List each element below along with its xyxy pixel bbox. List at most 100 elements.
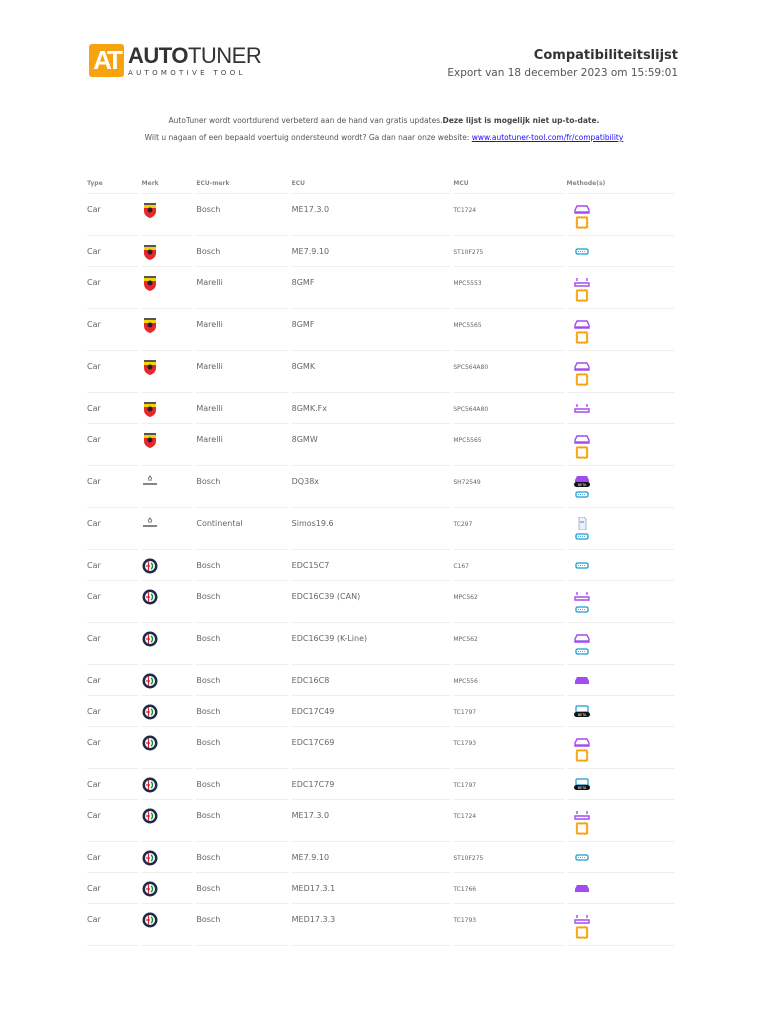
brand-logo-cell <box>141 424 194 466</box>
mcu-cell: MPC562 <box>453 581 564 623</box>
type-cell: Car <box>87 393 139 424</box>
methods-cell <box>566 424 674 466</box>
table-row: Car Marelli 8GMF MPC5565 <box>87 309 674 351</box>
brand-logo-cell <box>141 581 194 623</box>
mcu-cell: ST10F275 <box>453 236 564 267</box>
compatibility-table: Type Merk ECU-merk ECU MCU Methode(s) Car Bosc… <box>84 173 677 946</box>
mcu-cell: SH72549 <box>453 466 564 508</box>
ecu-brand-cell: Bosch <box>196 842 289 873</box>
ecu-cell: EDC17C79 <box>291 769 451 800</box>
ecu-brand-cell: Bosch <box>196 623 289 665</box>
autotuner-logo: AT AUTOTUNER AUTOMOTIVE TOOL <box>89 42 262 77</box>
mcu-cell: SPC564A80 <box>453 351 564 393</box>
bench-open-method-icon <box>573 402 591 415</box>
boot-method-icon <box>573 822 591 835</box>
table-row: Car Bosch EDC17C79 TC1797 BETA <box>87 769 674 800</box>
brand-logo-cell <box>141 309 194 351</box>
table-row: Car Bosch MED17.3.1 TC1766 <box>87 873 674 904</box>
table-row: Car Continental Simos19.6 TC297 <box>87 508 674 550</box>
ecu-brand-cell: Bosch <box>196 800 289 842</box>
logo-mark: AT <box>89 44 124 77</box>
alfa-romeo-logo-icon <box>142 881 158 897</box>
methods-cell <box>566 873 674 904</box>
boot-method-icon <box>573 331 591 344</box>
bench-method-icon <box>573 360 591 373</box>
ecu-brand-cell: Bosch <box>196 194 289 236</box>
ecu-cell: EDC16C8 <box>291 665 451 696</box>
methods-cell <box>566 904 674 946</box>
table-row: Car Bosch EDC16C39 (K-Line) MPC562 <box>87 623 674 665</box>
bench-method-icon <box>573 318 591 331</box>
mcu-cell: MPC5553 <box>453 267 564 309</box>
ecu-brand-cell: Bosch <box>196 550 289 581</box>
obd-beta-method-icon: BETA <box>573 705 591 718</box>
brand-logo-cell <box>141 236 194 267</box>
methods-cell <box>566 623 674 665</box>
alfa-romeo-logo-icon <box>142 704 158 720</box>
ecu-cell: ME7.9.10 <box>291 236 451 267</box>
ecu-brand-cell: Marelli <box>196 267 289 309</box>
methods-cell <box>566 665 674 696</box>
export-timestamp: Export van 18 december 2023 om 15:59:01 <box>447 67 678 79</box>
file-method-icon <box>573 516 591 531</box>
brand-logo-cell <box>141 267 194 309</box>
type-cell: Car <box>87 236 139 267</box>
website-notice: Wilt u nagaan of een bepaald voertuig on… <box>144 133 624 142</box>
page-title: Compatibiliteitslijst <box>533 48 678 63</box>
bench-open-method-icon <box>573 590 591 603</box>
type-cell: Car <box>87 351 139 393</box>
type-cell: Car <box>87 194 139 236</box>
methods-cell <box>566 267 674 309</box>
methods-cell: BETA <box>566 466 674 508</box>
table-row: Car Bosch MED17.3.3 TC1793 <box>87 904 674 946</box>
alfa-romeo-logo-icon <box>142 912 158 928</box>
ecu-cell: EDC17C69 <box>291 727 451 769</box>
type-cell: Car <box>87 842 139 873</box>
bench-filled-method-icon <box>573 674 591 687</box>
type-cell: Car <box>87 904 139 946</box>
column-header-brand: Merk <box>141 173 194 194</box>
mcu-cell: SPC564A80 <box>453 393 564 424</box>
brand-logo-cell <box>141 194 194 236</box>
ecu-brand-cell: Continental <box>196 508 289 550</box>
ecu-cell: ME7.9.10 <box>291 842 451 873</box>
column-header-type: Type <box>87 173 139 194</box>
alfa-romeo-logo-icon <box>142 735 158 751</box>
table-row: Car Bosch EDC16C39 (CAN) MPC562 <box>87 581 674 623</box>
bench-method-icon <box>573 433 591 446</box>
brand-logo-cell <box>141 665 194 696</box>
ecu-cell: Simos19.6 <box>291 508 451 550</box>
brand-logo-cell <box>141 727 194 769</box>
svg-text:BETA: BETA <box>577 483 586 487</box>
brand-logo-cell <box>141 769 194 800</box>
ecu-brand-cell: Bosch <box>196 696 289 727</box>
table-row: Car Bosch EDC15C7 C167 <box>87 550 674 581</box>
mcu-cell: TC1766 <box>453 873 564 904</box>
compatibility-link[interactable]: www.autotuner-tool.com/fr/compatibility <box>471 133 624 142</box>
mcu-cell: MPC562 <box>453 623 564 665</box>
mcu-cell: MPC556 <box>453 665 564 696</box>
ecu-cell: ME17.3.0 <box>291 194 451 236</box>
ecu-cell: 8GMK <box>291 351 451 393</box>
acura-logo-icon <box>142 474 158 490</box>
methods-cell <box>566 393 674 424</box>
boot-method-icon <box>573 216 591 229</box>
brand-logo-cell <box>141 623 194 665</box>
ecu-brand-cell: Bosch <box>196 873 289 904</box>
ecu-cell: 8GMF <box>291 309 451 351</box>
boot-method-icon <box>573 926 591 939</box>
type-cell: Car <box>87 508 139 550</box>
mcu-cell: ST10F275 <box>453 842 564 873</box>
obd-method-icon <box>573 530 591 543</box>
abarth-logo-icon <box>142 359 158 375</box>
ecu-cell: MED17.3.1 <box>291 873 451 904</box>
logo-tagline: AUTOMOTIVE TOOL <box>128 68 246 77</box>
ecu-cell: 8GMK.Fx <box>291 393 451 424</box>
type-cell: Car <box>87 696 139 727</box>
methods-cell <box>566 800 674 842</box>
bench-method-icon <box>573 736 591 749</box>
logo-name: AUTOTUNER <box>128 42 262 68</box>
ecu-brand-cell: Bosch <box>196 904 289 946</box>
methods-cell <box>566 842 674 873</box>
boot-method-icon <box>573 446 591 459</box>
